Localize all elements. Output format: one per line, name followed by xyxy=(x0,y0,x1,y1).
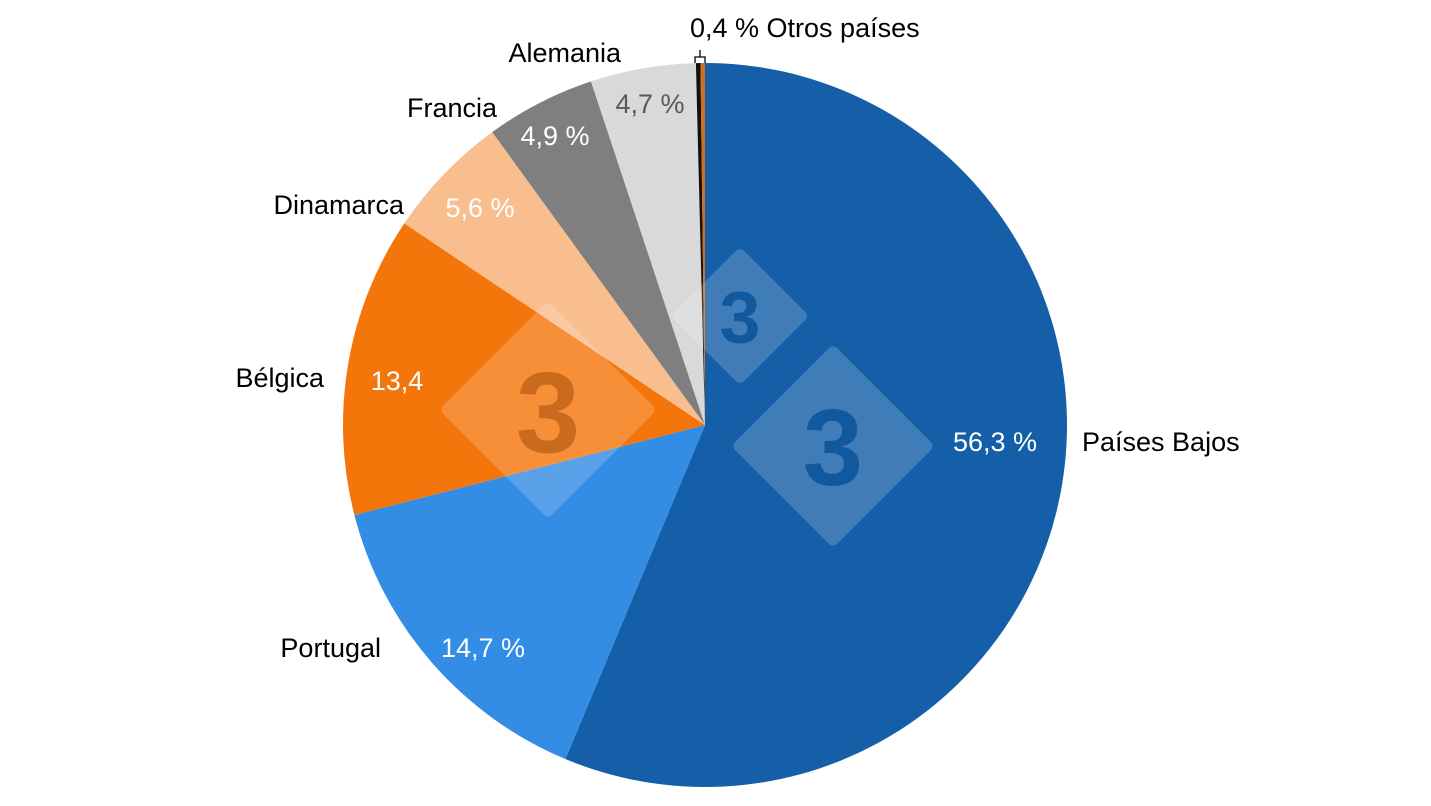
pie-slice xyxy=(590,63,705,426)
slice-name-label: Países Bajos xyxy=(1082,427,1240,457)
pie-slice xyxy=(695,63,705,425)
slice-value-label: 4,9 % xyxy=(520,121,589,151)
group-annotation: 0,4 % Otros países xyxy=(690,13,920,43)
group-bracket xyxy=(694,50,706,63)
slice-name-label: Bélgica xyxy=(235,363,325,393)
slice-name-label: Portugal xyxy=(280,633,381,663)
slice-value-label: 5,6 % xyxy=(445,193,514,223)
watermark-logo: 3 xyxy=(441,303,655,517)
slice-value-label: 56,3 % xyxy=(953,427,1037,457)
slice-name-label: Dinamarca xyxy=(273,190,405,220)
pie-slice xyxy=(354,425,705,760)
watermark-logo: 3 xyxy=(733,346,933,546)
slice-value-label: 13,4 xyxy=(371,366,424,396)
svg-text:3: 3 xyxy=(803,387,863,508)
slice-name-label: Francia xyxy=(407,93,498,123)
pie-slice xyxy=(492,81,705,426)
slice-value-label: 4,7 % xyxy=(615,89,684,119)
pie-slice xyxy=(700,63,705,425)
slice-value-label: 14,7 % xyxy=(441,633,525,663)
watermark-logo: 3 xyxy=(673,249,807,383)
pie-slice xyxy=(565,63,1067,787)
svg-text:3: 3 xyxy=(720,276,761,359)
pie-slice xyxy=(342,223,705,516)
pie-slice xyxy=(404,132,705,425)
slice-name-label: Alemania xyxy=(508,38,622,68)
svg-text:3: 3 xyxy=(516,348,580,477)
